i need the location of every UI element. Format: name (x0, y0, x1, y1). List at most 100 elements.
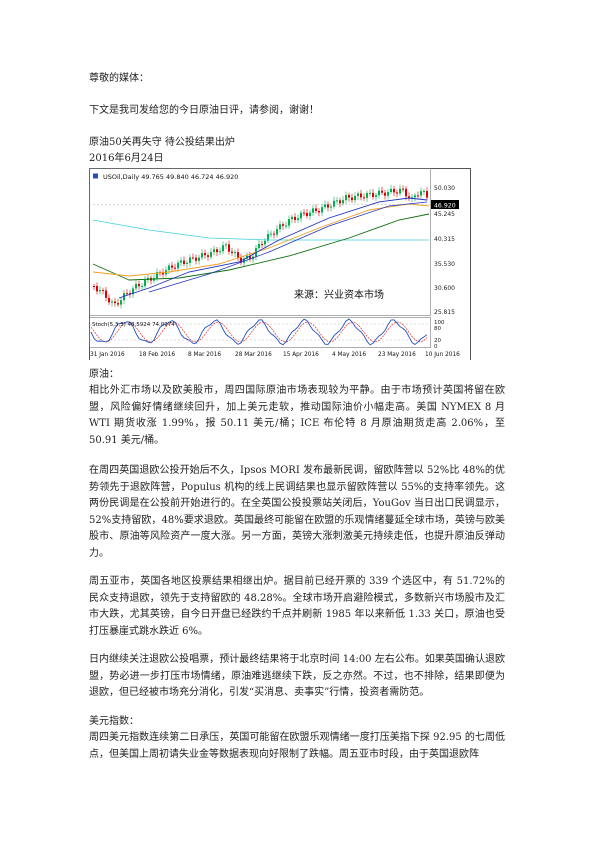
oil-paragraph-3: 周五亚市，英国各地区投票结果相继出炉。据目前已经开票的 339 个选区中，有 5… (89, 576, 505, 637)
candle-body (345, 195, 347, 201)
candle-body (414, 195, 416, 198)
section-heading-oil: 原油： (89, 369, 119, 380)
candle-body (327, 204, 329, 208)
stoch-level: 100 (434, 320, 445, 326)
candle-body (285, 225, 287, 227)
candle-body (342, 200, 344, 204)
candle-body (207, 255, 209, 257)
usd-paragraph-1: 周四美元指数连续第二日承压，英国可能留在欧盟乐观情绪一度打压美指下探 92.95… (89, 732, 505, 760)
price-label: 30.600 (434, 285, 455, 292)
candle-body (210, 252, 212, 257)
candle-body (192, 257, 194, 259)
candle-body (384, 192, 386, 196)
candle-body (183, 260, 185, 265)
candle-body (234, 252, 236, 254)
candle-body (99, 290, 101, 292)
candle-body (204, 253, 206, 256)
candle-body (363, 197, 365, 199)
ma-fast-line (118, 197, 428, 299)
date-label: 31 Jan 2016 (90, 352, 125, 358)
candle-body (267, 234, 269, 241)
stoch-pane (89, 317, 431, 348)
candle-body (117, 303, 119, 305)
stoch-level: 80 (434, 326, 441, 332)
date-label: 15 Apr 2016 (283, 352, 319, 358)
candle-body (189, 257, 191, 263)
candle-body (138, 283, 140, 287)
candle-body (132, 288, 134, 295)
candle-body (291, 216, 293, 220)
date-label: 10 Jun 2016 (425, 352, 460, 358)
candle-body (261, 243, 263, 245)
candle-body (324, 204, 326, 208)
price-label: 45.245 (434, 211, 455, 218)
price-label: 25.815 (434, 309, 455, 316)
candle-body (408, 196, 410, 199)
candle-body (381, 190, 383, 193)
trend-line (148, 201, 428, 293)
candle-body (228, 244, 230, 252)
candle-body (294, 216, 296, 221)
candle-body (171, 265, 173, 268)
candle-body (279, 224, 281, 230)
candle-body (144, 279, 146, 287)
candle-body (135, 283, 137, 289)
candle-body (264, 240, 266, 245)
intro-text: 下文是我司发给您的今日原油日评，请参阅，谢谢！ (89, 105, 319, 116)
chart-symbol-icon (93, 173, 98, 179)
candle-body (318, 210, 320, 213)
price-pane (89, 168, 431, 316)
usoil-daily-chart: USOil,Daily 49.765 49.840 46.724 46.920 … (89, 168, 471, 360)
candle-body (129, 293, 131, 295)
chart-header: USOil,Daily 49.765 49.840 46.724 46.920 (103, 173, 238, 181)
candle-body (297, 218, 299, 221)
stoch-level: 20 (434, 338, 441, 344)
candle-body (357, 193, 359, 196)
candle-body (303, 212, 305, 214)
candle-body (249, 255, 251, 260)
oil-paragraph-2: 在周四英国退欧公投开始后不久，Ipsos MORI 发布最新民调，留欧阵营以 5… (89, 465, 505, 559)
candle-body (93, 286, 95, 287)
ma-cyan-line (92, 219, 429, 241)
candle-body (426, 191, 428, 198)
candle-body (240, 257, 242, 263)
candle-body (273, 233, 275, 235)
candle-body (201, 253, 203, 258)
candle-body (96, 286, 98, 292)
stoch-level: 0 (434, 344, 438, 350)
candle-body (282, 224, 284, 226)
candle-body (309, 212, 311, 217)
candle-body (105, 290, 107, 298)
candle-body (330, 206, 332, 208)
candle-body (417, 195, 419, 197)
candle-body (120, 300, 122, 305)
section-heading-usd: 美元指数： (89, 716, 139, 727)
candle-body (162, 272, 164, 275)
candle-body (336, 200, 338, 202)
candle-body (237, 252, 239, 258)
candle-body (348, 195, 350, 198)
candle-body (168, 265, 170, 271)
stoch-header: Stoch(5,3,3) 48.5924 74.0974 (92, 322, 175, 328)
oil-paragraph-4: 日内继续关注退欧公投唱票，预计最终结果将于北京时间 14:00 左右公布。如果英… (89, 654, 505, 698)
stoch-signal-line (90, 321, 428, 343)
candle-body (378, 190, 380, 196)
chart-watermark: 来源：兴业资本市场 (294, 288, 384, 301)
candle-body (270, 233, 272, 235)
candle-body (222, 245, 224, 252)
candle-body (420, 191, 422, 196)
candle-body (393, 188, 395, 193)
candle-body (399, 188, 401, 194)
oil-paragraph-1: 相比外汇市场以及欧美股市，周四国际原油市场表现较为平静。由于市场预计英国将留在欧… (89, 385, 505, 446)
date-label: 23 May 2016 (378, 352, 416, 358)
candle-body (102, 290, 104, 292)
ma-slow-line (92, 213, 430, 281)
candle-body (396, 192, 398, 194)
candle-body (312, 208, 314, 213)
candle-body (423, 191, 425, 193)
candle-body (195, 257, 197, 261)
date-label: 28 Mar 2016 (235, 352, 272, 358)
candle-body (375, 195, 377, 197)
candle-body (141, 286, 143, 288)
candle-body (387, 191, 389, 196)
